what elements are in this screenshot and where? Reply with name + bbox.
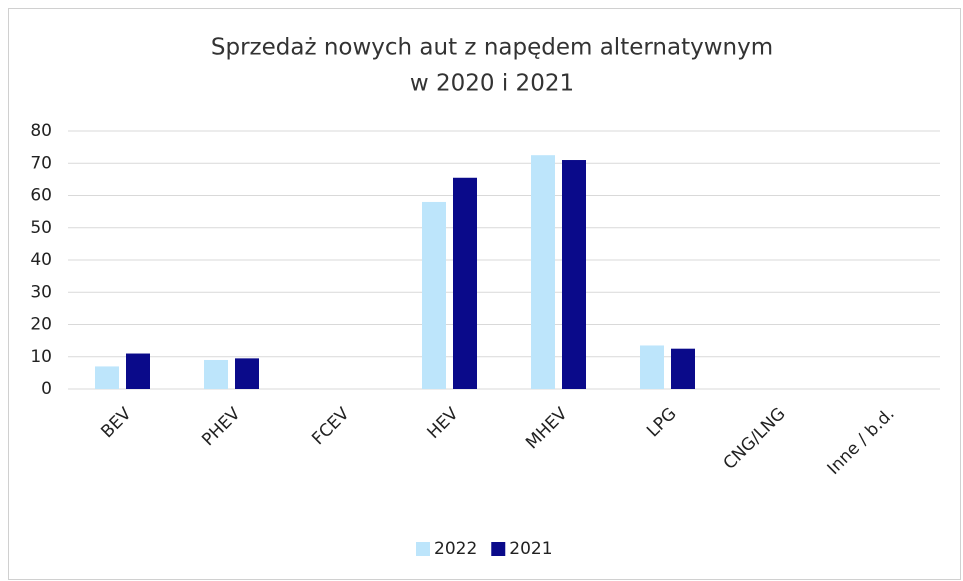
- y-tick-label: 0: [41, 379, 52, 399]
- legend-swatch: [416, 542, 430, 556]
- bar: [671, 348, 695, 389]
- y-tick-label: 30: [30, 282, 52, 302]
- bar: [422, 201, 446, 389]
- bar: [640, 345, 664, 389]
- chart-title: w 2020 i 2021: [410, 71, 574, 97]
- legend-label: 2022: [434, 539, 477, 559]
- bar: [235, 358, 259, 389]
- chart-title: Sprzedaż nowych aut z napędem alternatyw…: [211, 35, 773, 61]
- y-tick-label: 80: [30, 121, 52, 141]
- y-tick-label: 40: [30, 250, 52, 270]
- legend-label: 2021: [509, 539, 552, 559]
- legend-swatch: [491, 542, 506, 556]
- bar: [531, 155, 555, 389]
- bar: [126, 353, 150, 389]
- bar: [453, 177, 477, 389]
- y-tick-label: 50: [30, 218, 52, 238]
- y-tick-label: 10: [30, 347, 52, 367]
- bar: [204, 359, 228, 389]
- bar: [95, 366, 119, 389]
- bar: [562, 160, 586, 389]
- y-tick-label: 20: [30, 315, 52, 335]
- y-tick-label: 60: [30, 186, 52, 206]
- y-tick-label: 70: [30, 153, 52, 173]
- chart-frame: [8, 8, 961, 580]
